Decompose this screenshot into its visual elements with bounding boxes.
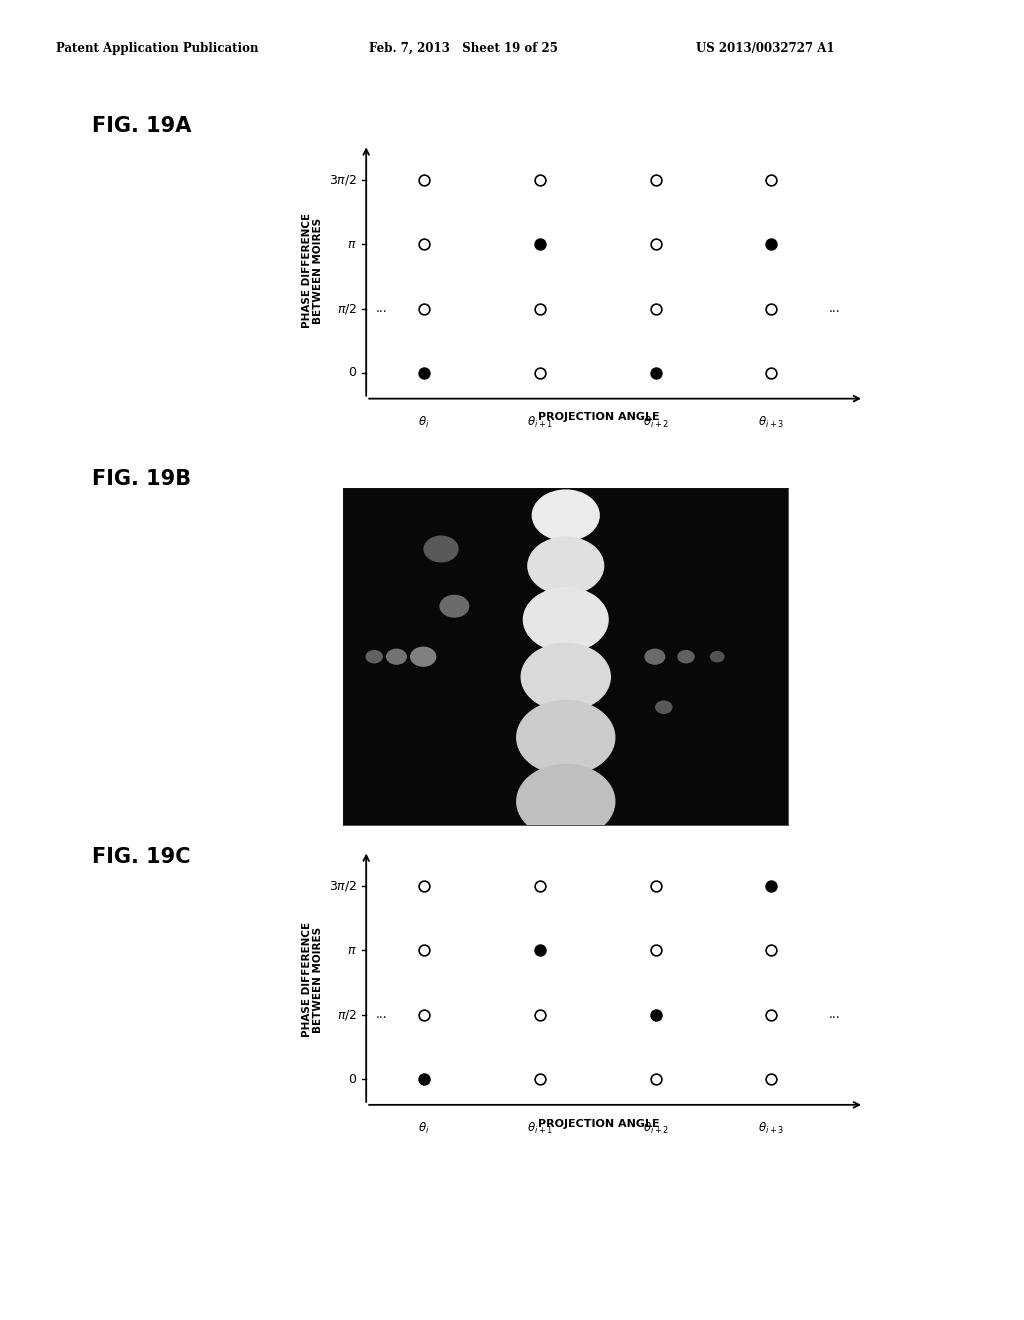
Point: [416, 169, 432, 190]
Point: [531, 234, 548, 255]
Text: FIG. 19B: FIG. 19B: [92, 469, 191, 488]
Point: [763, 234, 779, 255]
Point: [763, 875, 779, 896]
Point: [647, 363, 664, 384]
Point: [531, 169, 548, 190]
Circle shape: [424, 536, 458, 562]
Text: ...: ...: [829, 1008, 841, 1022]
Point: [763, 169, 779, 190]
Text: $3\pi/2$: $3\pi/2$: [329, 879, 357, 894]
Point: [647, 298, 664, 319]
Circle shape: [517, 764, 614, 838]
Text: $\pi$: $\pi$: [347, 238, 357, 251]
Point: [416, 1069, 432, 1090]
Text: PROJECTION ANGLE: PROJECTION ANGLE: [539, 1119, 659, 1130]
Circle shape: [645, 649, 665, 664]
Text: $0$: $0$: [348, 367, 357, 379]
Point: [647, 940, 664, 961]
Point: [531, 1069, 548, 1090]
Text: PHASE DIFFERENCE
BETWEEN MOIRES: PHASE DIFFERENCE BETWEEN MOIRES: [301, 921, 324, 1038]
Circle shape: [387, 649, 407, 664]
Point: [647, 1069, 664, 1090]
Point: [416, 1005, 432, 1026]
Point: [416, 363, 432, 384]
Text: FIG. 19C: FIG. 19C: [92, 847, 190, 867]
Point: [763, 298, 779, 319]
Text: $\theta_{i+2}$: $\theta_{i+2}$: [643, 1121, 669, 1137]
Text: $\theta_{i+2}$: $\theta_{i+2}$: [643, 414, 669, 430]
Point: [763, 1005, 779, 1026]
Point: [647, 1005, 664, 1026]
Point: [416, 298, 432, 319]
Text: $\pi/2$: $\pi/2$: [337, 301, 357, 315]
Text: $\pi$: $\pi$: [347, 944, 357, 957]
Point: [647, 234, 664, 255]
Circle shape: [521, 643, 610, 710]
Text: $0$: $0$: [348, 1073, 357, 1085]
Point: [531, 1005, 548, 1026]
Circle shape: [532, 490, 599, 541]
Text: $\theta_i$: $\theta_i$: [419, 414, 430, 430]
Text: $\theta_{i+1}$: $\theta_{i+1}$: [526, 1121, 553, 1137]
Point: [416, 875, 432, 896]
Text: PROJECTION ANGLE: PROJECTION ANGLE: [539, 412, 659, 422]
Circle shape: [411, 647, 435, 667]
Text: ...: ...: [829, 302, 841, 315]
Text: FIG. 19A: FIG. 19A: [92, 116, 191, 136]
Point: [763, 1069, 779, 1090]
Text: ...: ...: [376, 302, 387, 315]
Point: [763, 363, 779, 384]
Text: $\theta_{i+3}$: $\theta_{i+3}$: [759, 414, 784, 430]
Point: [531, 363, 548, 384]
Point: [416, 234, 432, 255]
Text: $\theta_{i+3}$: $\theta_{i+3}$: [759, 1121, 784, 1137]
Circle shape: [711, 652, 724, 661]
Text: $\theta_{i+1}$: $\theta_{i+1}$: [526, 414, 553, 430]
Text: ...: ...: [376, 1008, 387, 1022]
Point: [531, 875, 548, 896]
Text: $3\pi/2$: $3\pi/2$: [329, 173, 357, 187]
Circle shape: [523, 587, 608, 652]
Circle shape: [367, 651, 382, 663]
Text: $\theta_i$: $\theta_i$: [419, 1121, 430, 1137]
Text: US 2013/0032727 A1: US 2013/0032727 A1: [696, 42, 835, 55]
Point: [647, 875, 664, 896]
Circle shape: [678, 651, 694, 663]
Text: $\pi/2$: $\pi/2$: [337, 1007, 357, 1022]
Point: [531, 940, 548, 961]
Text: Patent Application Publication: Patent Application Publication: [56, 42, 259, 55]
Text: PHASE DIFFERENCE
BETWEEN MOIRES: PHASE DIFFERENCE BETWEEN MOIRES: [301, 213, 324, 329]
Circle shape: [517, 701, 614, 775]
Circle shape: [655, 701, 672, 713]
Point: [416, 940, 432, 961]
Circle shape: [528, 537, 603, 594]
Point: [647, 169, 664, 190]
Point: [763, 940, 779, 961]
Circle shape: [440, 595, 469, 616]
Text: Feb. 7, 2013   Sheet 19 of 25: Feb. 7, 2013 Sheet 19 of 25: [369, 42, 557, 55]
Point: [531, 298, 548, 319]
